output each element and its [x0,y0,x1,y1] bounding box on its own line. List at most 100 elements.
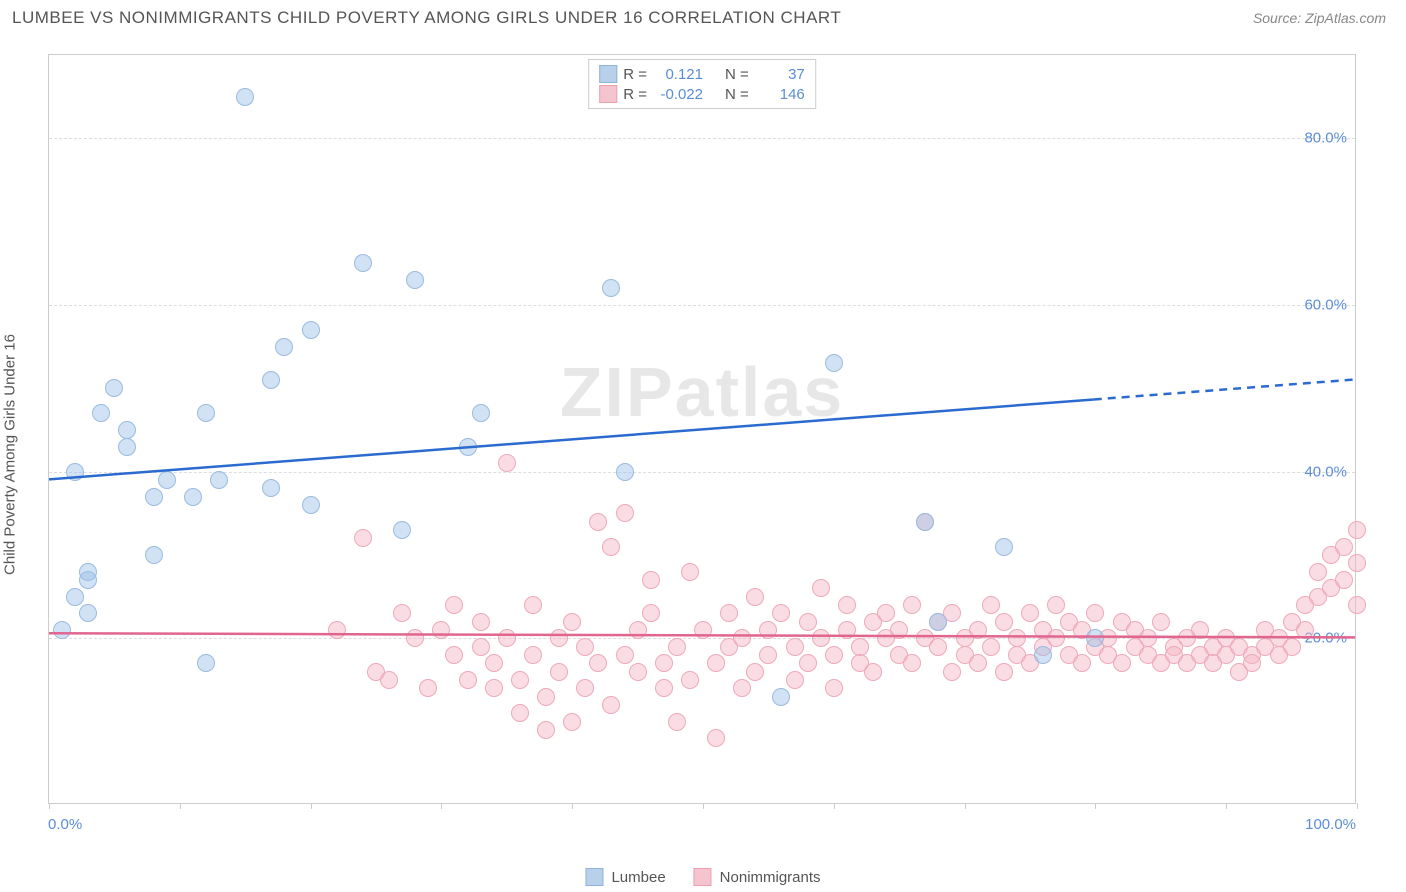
r-value-lumbee: 0.121 [653,66,703,83]
data-point [995,538,1013,556]
data-point [393,604,411,622]
data-point [746,663,764,681]
data-point [210,471,228,489]
data-point [498,454,516,472]
data-point [472,404,490,422]
data-point [995,663,1013,681]
stats-row-nonimmigrants: R = -0.022 N = 146 [599,84,805,104]
data-point [105,379,123,397]
data-point [197,654,215,672]
data-point [262,371,280,389]
data-point [92,404,110,422]
data-point [459,438,477,456]
data-point [550,629,568,647]
x-tick [49,803,50,809]
data-point [903,654,921,672]
data-point [1047,629,1065,647]
data-point [1086,604,1104,622]
x-tick [703,803,704,809]
chart-title: LUMBEE VS NONIMMIGRANTS CHILD POVERTY AM… [12,8,841,28]
x-tick-label: 100.0% [1305,816,1356,833]
y-tick-label: 40.0% [1304,463,1347,480]
data-point [799,654,817,672]
data-point [576,638,594,656]
data-point [642,571,660,589]
data-point [1034,646,1052,664]
data-point [79,563,97,581]
data-point [786,671,804,689]
data-point [629,621,647,639]
gridline [49,472,1355,473]
data-point [629,663,647,681]
data-point [969,654,987,672]
data-point [916,513,934,531]
data-point [602,279,620,297]
data-point [655,679,673,697]
lumbee-swatch [599,65,617,83]
data-point [943,663,961,681]
data-point [432,621,450,639]
data-point [1283,638,1301,656]
stats-legend-box: R = 0.121 N = 37 R = -0.022 N = 146 [588,59,816,109]
data-point [66,588,84,606]
data-point [602,538,620,556]
data-point [616,646,634,664]
data-point [995,613,1013,631]
data-point [406,271,424,289]
r-value-nonimmigrants: -0.022 [653,86,703,103]
data-point [642,604,660,622]
data-point [1309,563,1327,581]
lumbee-legend-swatch [585,868,603,886]
data-point [720,604,738,622]
data-point [53,621,71,639]
legend-item-nonimmigrants: Nonimmigrants [694,868,821,886]
data-point [838,596,856,614]
data-point [1296,621,1314,639]
data-point [799,613,817,631]
data-point [1073,654,1091,672]
data-point [1008,629,1026,647]
data-point [537,721,555,739]
data-point [406,629,424,647]
data-point [759,621,777,639]
x-tick [1357,803,1358,809]
data-point [838,621,856,639]
x-tick [1095,803,1096,809]
data-point [184,488,202,506]
data-point [851,638,869,656]
data-point [1113,654,1131,672]
data-point [275,338,293,356]
data-point [393,521,411,539]
data-point [772,688,790,706]
data-point [79,604,97,622]
data-point [616,463,634,481]
data-point [511,671,529,689]
data-point [864,663,882,681]
data-point [1348,554,1366,572]
n-value-nonimmigrants: 146 [755,86,805,103]
data-point [668,713,686,731]
data-point [877,604,895,622]
data-point [1348,596,1366,614]
data-point [158,471,176,489]
x-tick [180,803,181,809]
data-point [733,679,751,697]
data-point [485,654,503,672]
data-point [890,621,908,639]
data-point [262,479,280,497]
data-point [1191,621,1209,639]
data-point [197,404,215,422]
data-point [746,588,764,606]
data-point [524,596,542,614]
data-point [419,679,437,697]
y-tick-label: 60.0% [1304,297,1347,314]
data-point [655,654,673,672]
data-point [498,629,516,647]
data-point [118,438,136,456]
x-tick [311,803,312,809]
chart-area: ZIPatlas 20.0%40.0%60.0%80.0% R = 0.121 … [48,54,1356,804]
plot-area: 20.0%40.0%60.0%80.0% [49,55,1355,803]
data-point [1086,629,1104,647]
data-point [825,679,843,697]
data-point [537,688,555,706]
